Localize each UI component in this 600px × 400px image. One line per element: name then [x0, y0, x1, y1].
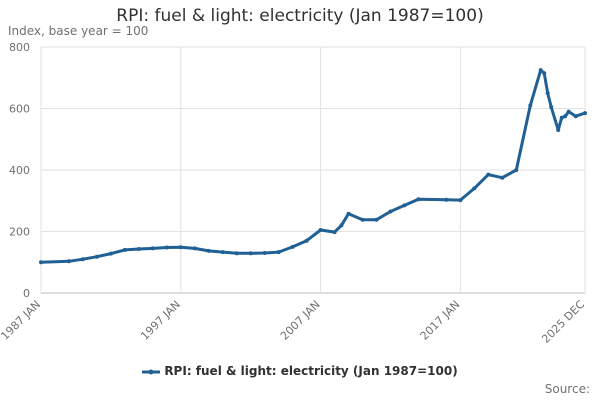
axis-layer: 0 200 400 600 800 1987 JAN 1997 JAN 2007 JAN 201… [0, 41, 587, 346]
data-point [346, 211, 351, 216]
x-tick-label: 1987 JAN [0, 298, 43, 343]
y-tick-label: 600 [9, 103, 30, 116]
series-layer [39, 68, 587, 265]
data-point [563, 114, 568, 119]
legend-label: RPI: fuel & light: electricity (Jan 1987… [164, 364, 458, 378]
data-point [304, 238, 309, 243]
data-point [538, 68, 543, 73]
data-point [94, 254, 99, 259]
data-point [416, 197, 421, 202]
chart-title: RPI: fuel & light: electricity (Jan 1987… [116, 6, 484, 26]
data-point [290, 244, 295, 249]
data-point [150, 246, 155, 251]
data-point [80, 257, 85, 262]
chart-subtitle: Index, base year = 100 [8, 24, 149, 38]
x-tick-label: 2025 DEC [539, 298, 587, 346]
data-point [220, 250, 225, 255]
data-point [122, 247, 127, 252]
data-point [388, 209, 393, 214]
data-point [566, 109, 571, 114]
y-tick-label: 200 [9, 226, 30, 239]
data-point [248, 251, 253, 256]
x-tick-label: 1997 JAN [138, 298, 183, 343]
data-point [514, 168, 519, 172]
data-point [583, 111, 587, 116]
data-point [234, 251, 239, 256]
data-point [136, 247, 141, 251]
data-point [486, 172, 491, 177]
data-point [402, 203, 407, 208]
y-tick-label: 0 [23, 287, 30, 300]
data-point [108, 251, 113, 256]
x-tick-label: 2017 JAN [418, 298, 463, 343]
grid-layer [40, 46, 586, 294]
data-point [262, 251, 267, 255]
chart-legend[interactable]: RPI: fuel & light: electricity (Jan 1987… [0, 364, 600, 378]
data-point [332, 230, 337, 235]
data-point [374, 217, 379, 222]
data-point [545, 91, 550, 96]
y-tick-label: 800 [9, 41, 30, 54]
data-point [192, 246, 197, 251]
data-point [318, 228, 323, 232]
x-tick-label: 2007 JAN [278, 298, 323, 343]
data-point [360, 217, 365, 222]
series-line [40, 68, 586, 264]
data-point [164, 245, 169, 250]
data-point [39, 260, 43, 265]
data-point [339, 223, 344, 228]
y-tick-label: 400 [9, 164, 30, 177]
data-point [573, 114, 578, 119]
data-point [528, 103, 533, 108]
data-point [444, 197, 449, 202]
data-point [178, 245, 183, 250]
data-point [556, 128, 561, 132]
data-point [472, 186, 477, 191]
data-point [458, 198, 463, 203]
data-point [500, 175, 505, 180]
legend-swatch [142, 369, 161, 374]
data-point [206, 248, 211, 253]
data-point [67, 259, 71, 264]
data-point [542, 71, 547, 76]
data-point [549, 105, 554, 109]
data-point [559, 115, 564, 120]
data-point [276, 250, 281, 255]
source-label: Source: [544, 382, 590, 396]
